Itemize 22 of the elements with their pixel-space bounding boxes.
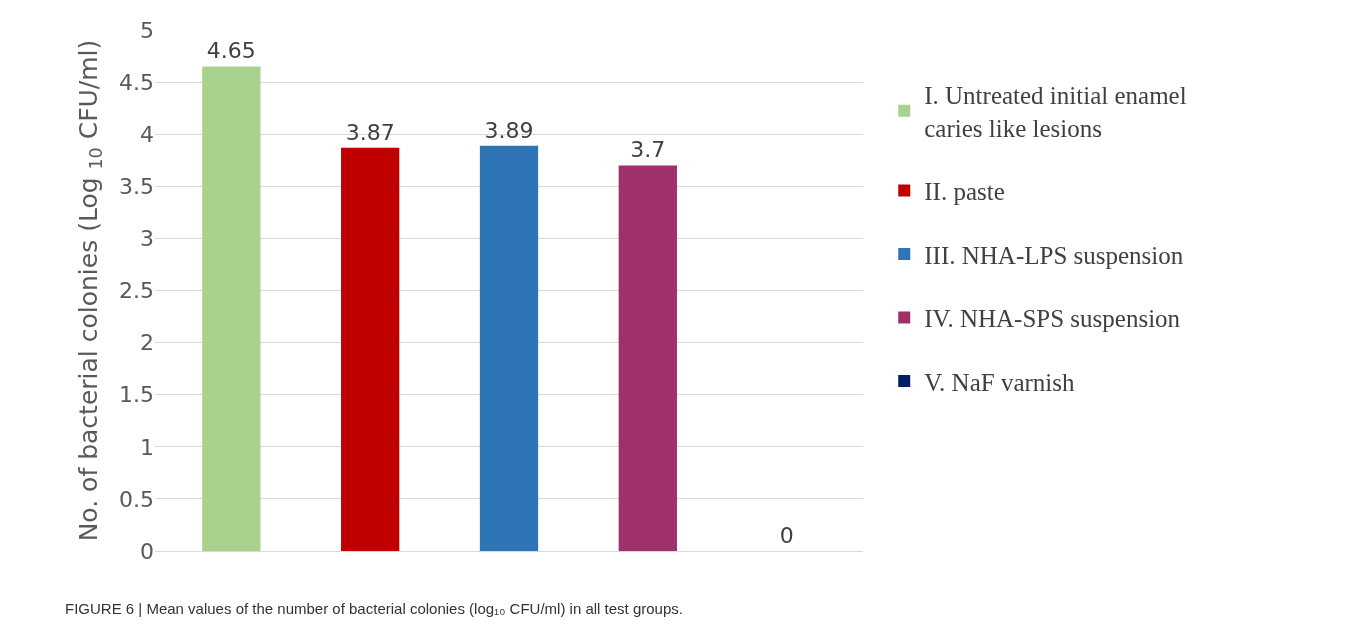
legend-label: II. paste xyxy=(924,178,1005,206)
data-label: 3.87 xyxy=(345,119,395,145)
legend-label: IV. NHA-SPS suspension xyxy=(924,305,1181,333)
y-tick-label: 3 xyxy=(140,226,154,252)
y-tick-label: 4.5 xyxy=(119,69,154,95)
legend-label: III. NHA-LPS suspension xyxy=(924,241,1184,269)
y-tick-label: 5 xyxy=(140,17,154,43)
data-label: 3.89 xyxy=(484,117,534,143)
y-tick-label: 2 xyxy=(140,330,154,356)
y-tick-label: 1 xyxy=(140,434,154,460)
caption: FIGURE 6 | Mean values of the number of bacterial colonies (log₁₀ CFU/ml) in all test groups. xyxy=(65,600,683,617)
data-label: 4.65 xyxy=(206,38,256,64)
y-tick-label: 2.5 xyxy=(119,278,154,304)
data-label: 3.7 xyxy=(630,137,666,163)
y-tick-label: 0 xyxy=(140,538,154,564)
y-tick-label: 1.5 xyxy=(119,382,154,408)
data-label: 0 xyxy=(779,523,794,548)
y-tick-label: 4 xyxy=(140,121,154,147)
legend-label: I. Untreated initial enamel caries like lesions xyxy=(924,82,1187,142)
y-tick-label: 0.5 xyxy=(119,486,154,512)
legend-label: V. NaF varnish xyxy=(924,368,1075,396)
y-tick-label: 3.5 xyxy=(119,174,154,199)
